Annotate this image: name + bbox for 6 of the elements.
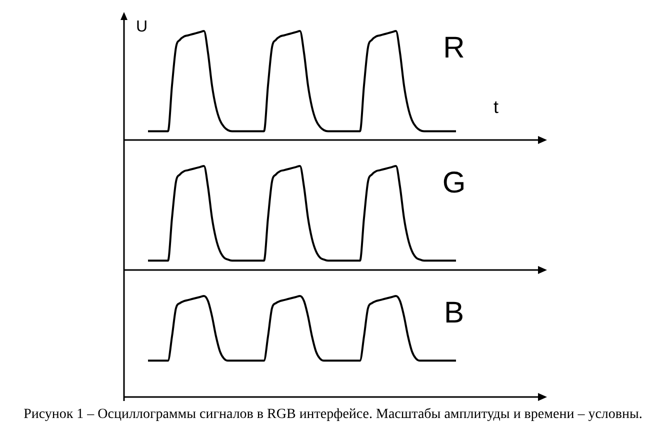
chart-title: B xyxy=(444,296,464,330)
x-axis-title: t xyxy=(493,96,499,117)
text: Рисунок 1 – Осциллограммы сигналов в RGB интерфейсе. Масштабы амплитуды и времени – условны. xyxy=(22,406,644,423)
chart-title: G xyxy=(442,166,466,200)
chart-title: R xyxy=(443,31,465,64)
y-axis-title: U xyxy=(136,18,148,36)
